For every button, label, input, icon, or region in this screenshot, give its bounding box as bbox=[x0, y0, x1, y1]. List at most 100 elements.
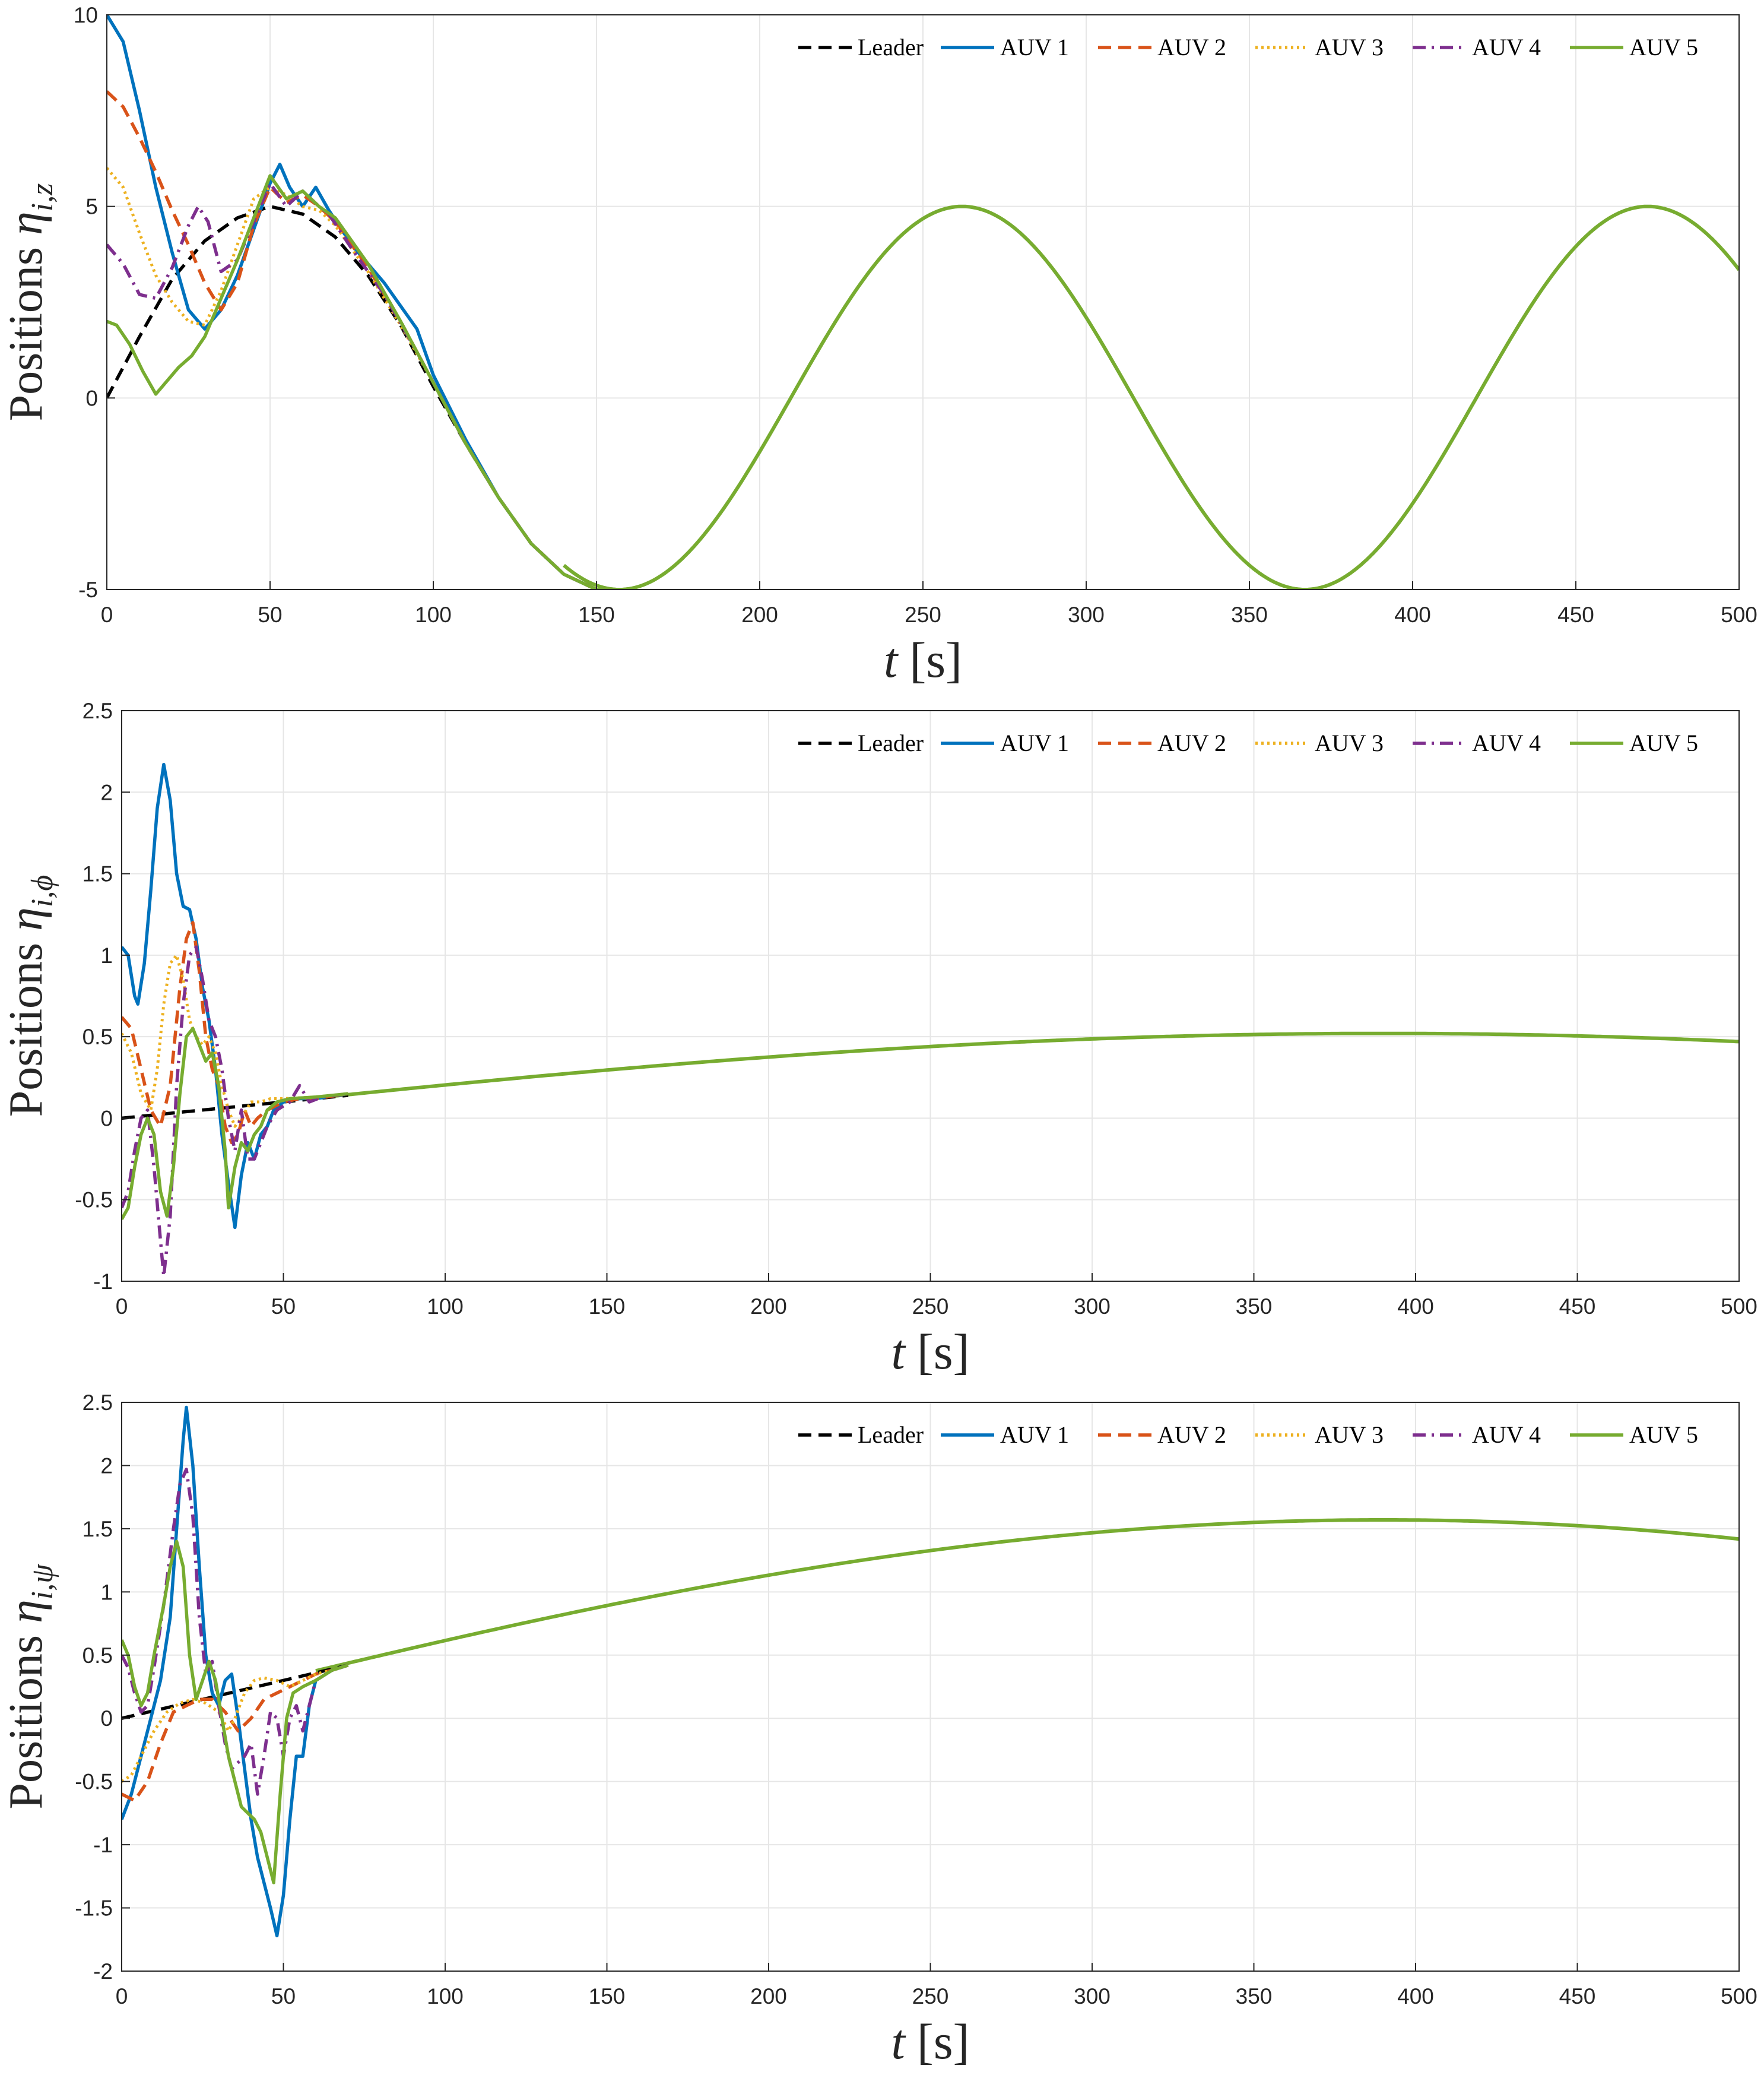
y-axis-label: Positions ηi,ϕ bbox=[0, 875, 59, 1117]
y-tick-label: -0.5 bbox=[75, 1188, 113, 1212]
y-tick-label: -1 bbox=[93, 1269, 113, 1294]
x-axis-label: t [s] bbox=[891, 2014, 970, 2070]
x-tick-label: 350 bbox=[1236, 1984, 1273, 2009]
x-tick-label: 150 bbox=[578, 603, 615, 627]
legend-entry-auv-5: AUV 5 bbox=[1570, 730, 1698, 756]
x-tick-label: 200 bbox=[750, 1984, 787, 2009]
x-tick-label: 200 bbox=[741, 603, 778, 627]
x-tick-label: 300 bbox=[1068, 603, 1105, 627]
series-line-auv-3 bbox=[107, 167, 620, 590]
x-tick-label: 400 bbox=[1397, 1984, 1434, 2009]
legend-entry-auv-1: AUV 1 bbox=[941, 1421, 1069, 1448]
y-axis-subscript: i,ϕ bbox=[26, 875, 59, 907]
x-tick-label: 500 bbox=[1721, 1984, 1757, 2009]
x-tick-label: 400 bbox=[1394, 603, 1431, 627]
legend-entry-auv-3: AUV 3 bbox=[1255, 1421, 1384, 1448]
y-axis-text: Positions bbox=[0, 931, 52, 1117]
legend-entry-leader: Leader bbox=[798, 1421, 924, 1448]
x-tick-label: 0 bbox=[116, 1294, 128, 1319]
y-tick-label: -5 bbox=[78, 578, 98, 602]
x-tick-label: 150 bbox=[589, 1984, 626, 2009]
y-tick-label: -2 bbox=[93, 1959, 113, 1984]
y-tick-label: 0 bbox=[85, 386, 98, 410]
series-line-auv-2 bbox=[107, 90, 620, 590]
x-tick-label: 0 bbox=[101, 603, 113, 627]
legend-label: AUV 1 bbox=[1000, 730, 1069, 756]
y-tick-label: 0.5 bbox=[83, 1643, 113, 1668]
y-tick-label: 10 bbox=[74, 3, 98, 27]
y-tick-label: 1.5 bbox=[83, 862, 113, 886]
y-tick-label: -0.5 bbox=[75, 1770, 113, 1794]
y-axis-symbol: η bbox=[0, 907, 52, 931]
y-tick-label: 2 bbox=[100, 780, 113, 804]
x-tick-label: 350 bbox=[1236, 1294, 1273, 1319]
y-tick-label: 5 bbox=[85, 195, 98, 219]
series-line-auv-1 bbox=[107, 15, 620, 590]
y-axis-label: Positions ηi,z bbox=[0, 183, 59, 422]
y-axis-text: Positions bbox=[0, 235, 52, 421]
x-tick-label: 100 bbox=[427, 1984, 464, 2009]
series-line-converged-tail bbox=[315, 1518, 1739, 1673]
legend-entry-auv-4: AUV 4 bbox=[1413, 34, 1541, 61]
x-axis-label: t [s] bbox=[891, 1325, 970, 1380]
legend-entry-leader: Leader bbox=[798, 730, 924, 756]
y-axis-subscript: i,z bbox=[26, 183, 59, 212]
legend-label: AUV 5 bbox=[1629, 34, 1698, 61]
chart-3: 0 50 100 150 200 250 300 350 400 450 500 -2 -1.5 -1 -0… bbox=[0, 1390, 1757, 2070]
legend-entry-leader: Leader bbox=[798, 34, 924, 61]
legend-label: AUV 3 bbox=[1315, 730, 1384, 756]
series-line-auv-5 bbox=[122, 1539, 349, 1884]
y-tick-label: 1 bbox=[100, 1580, 113, 1604]
y-axis-text: Positions bbox=[0, 1623, 52, 1809]
legend-label: AUV 3 bbox=[1315, 34, 1384, 61]
x-axis-unit: [s] bbox=[917, 2014, 970, 2070]
x-tick-label: 250 bbox=[905, 603, 941, 627]
series-line-leader bbox=[122, 1664, 349, 1720]
x-axis-symbol: t bbox=[884, 633, 899, 688]
legend-entry-auv-1: AUV 1 bbox=[941, 730, 1069, 756]
legend-label: Leader bbox=[858, 1421, 924, 1448]
x-tick-label: 150 bbox=[589, 1294, 626, 1319]
x-tick-label: 50 bbox=[271, 1984, 296, 2009]
x-tick-label: 250 bbox=[912, 1984, 949, 2009]
chart-2: 0 50 100 150 200 250 300 350 400 450 500 -1 -0.5 0 0.5… bbox=[0, 699, 1757, 1380]
x-axis-symbol: t bbox=[891, 2014, 907, 2070]
legend-label: AUV 2 bbox=[1157, 730, 1226, 756]
x-axis-label: t [s] bbox=[884, 633, 962, 688]
plot-area bbox=[107, 15, 1739, 590]
legend-label: Leader bbox=[858, 34, 924, 61]
legend-entry-auv-4: AUV 4 bbox=[1413, 1421, 1541, 1448]
x-tick-label: 50 bbox=[271, 1294, 296, 1319]
legend-entry-auv-2: AUV 2 bbox=[1098, 1421, 1226, 1448]
y-tick-label: 2.5 bbox=[83, 699, 113, 723]
legend-entry-auv-1: AUV 1 bbox=[941, 34, 1069, 61]
series-line-converged-tail bbox=[315, 1031, 1739, 1100]
x-tick-label: 300 bbox=[1074, 1984, 1111, 2009]
legend-entry-auv-2: AUV 2 bbox=[1098, 730, 1226, 756]
series-line-auv-5 bbox=[107, 174, 620, 590]
x-tick-label: 350 bbox=[1231, 603, 1268, 627]
y-tick-label: 0.5 bbox=[83, 1025, 113, 1049]
x-tick-label: 450 bbox=[1559, 1984, 1596, 2009]
series-line-converged-tail bbox=[563, 204, 1739, 590]
x-axis-unit: [s] bbox=[909, 633, 962, 688]
legend-label: AUV 4 bbox=[1472, 34, 1541, 61]
x-tick-label: 450 bbox=[1557, 603, 1594, 627]
legend-entry-auv-2: AUV 2 bbox=[1098, 34, 1226, 61]
x-tick-label: 100 bbox=[427, 1294, 464, 1319]
x-tick-label: 300 bbox=[1074, 1294, 1111, 1319]
x-tick-label: 500 bbox=[1721, 603, 1757, 627]
series-line-auv-4 bbox=[122, 1468, 349, 1796]
legend-label: AUV 2 bbox=[1157, 34, 1226, 61]
x-tick-label: 0 bbox=[116, 1984, 128, 2009]
y-tick-label: 1.5 bbox=[83, 1517, 113, 1541]
legend-entry-auv-3: AUV 3 bbox=[1255, 34, 1384, 61]
y-axis-symbol: η bbox=[0, 1599, 52, 1623]
y-tick-label: -1.5 bbox=[75, 1896, 113, 1921]
x-tick-label: 250 bbox=[912, 1294, 949, 1319]
y-axis-symbol: η bbox=[0, 211, 52, 235]
y-tick-label: 2.5 bbox=[83, 1390, 113, 1415]
legend-label: Leader bbox=[858, 730, 924, 756]
